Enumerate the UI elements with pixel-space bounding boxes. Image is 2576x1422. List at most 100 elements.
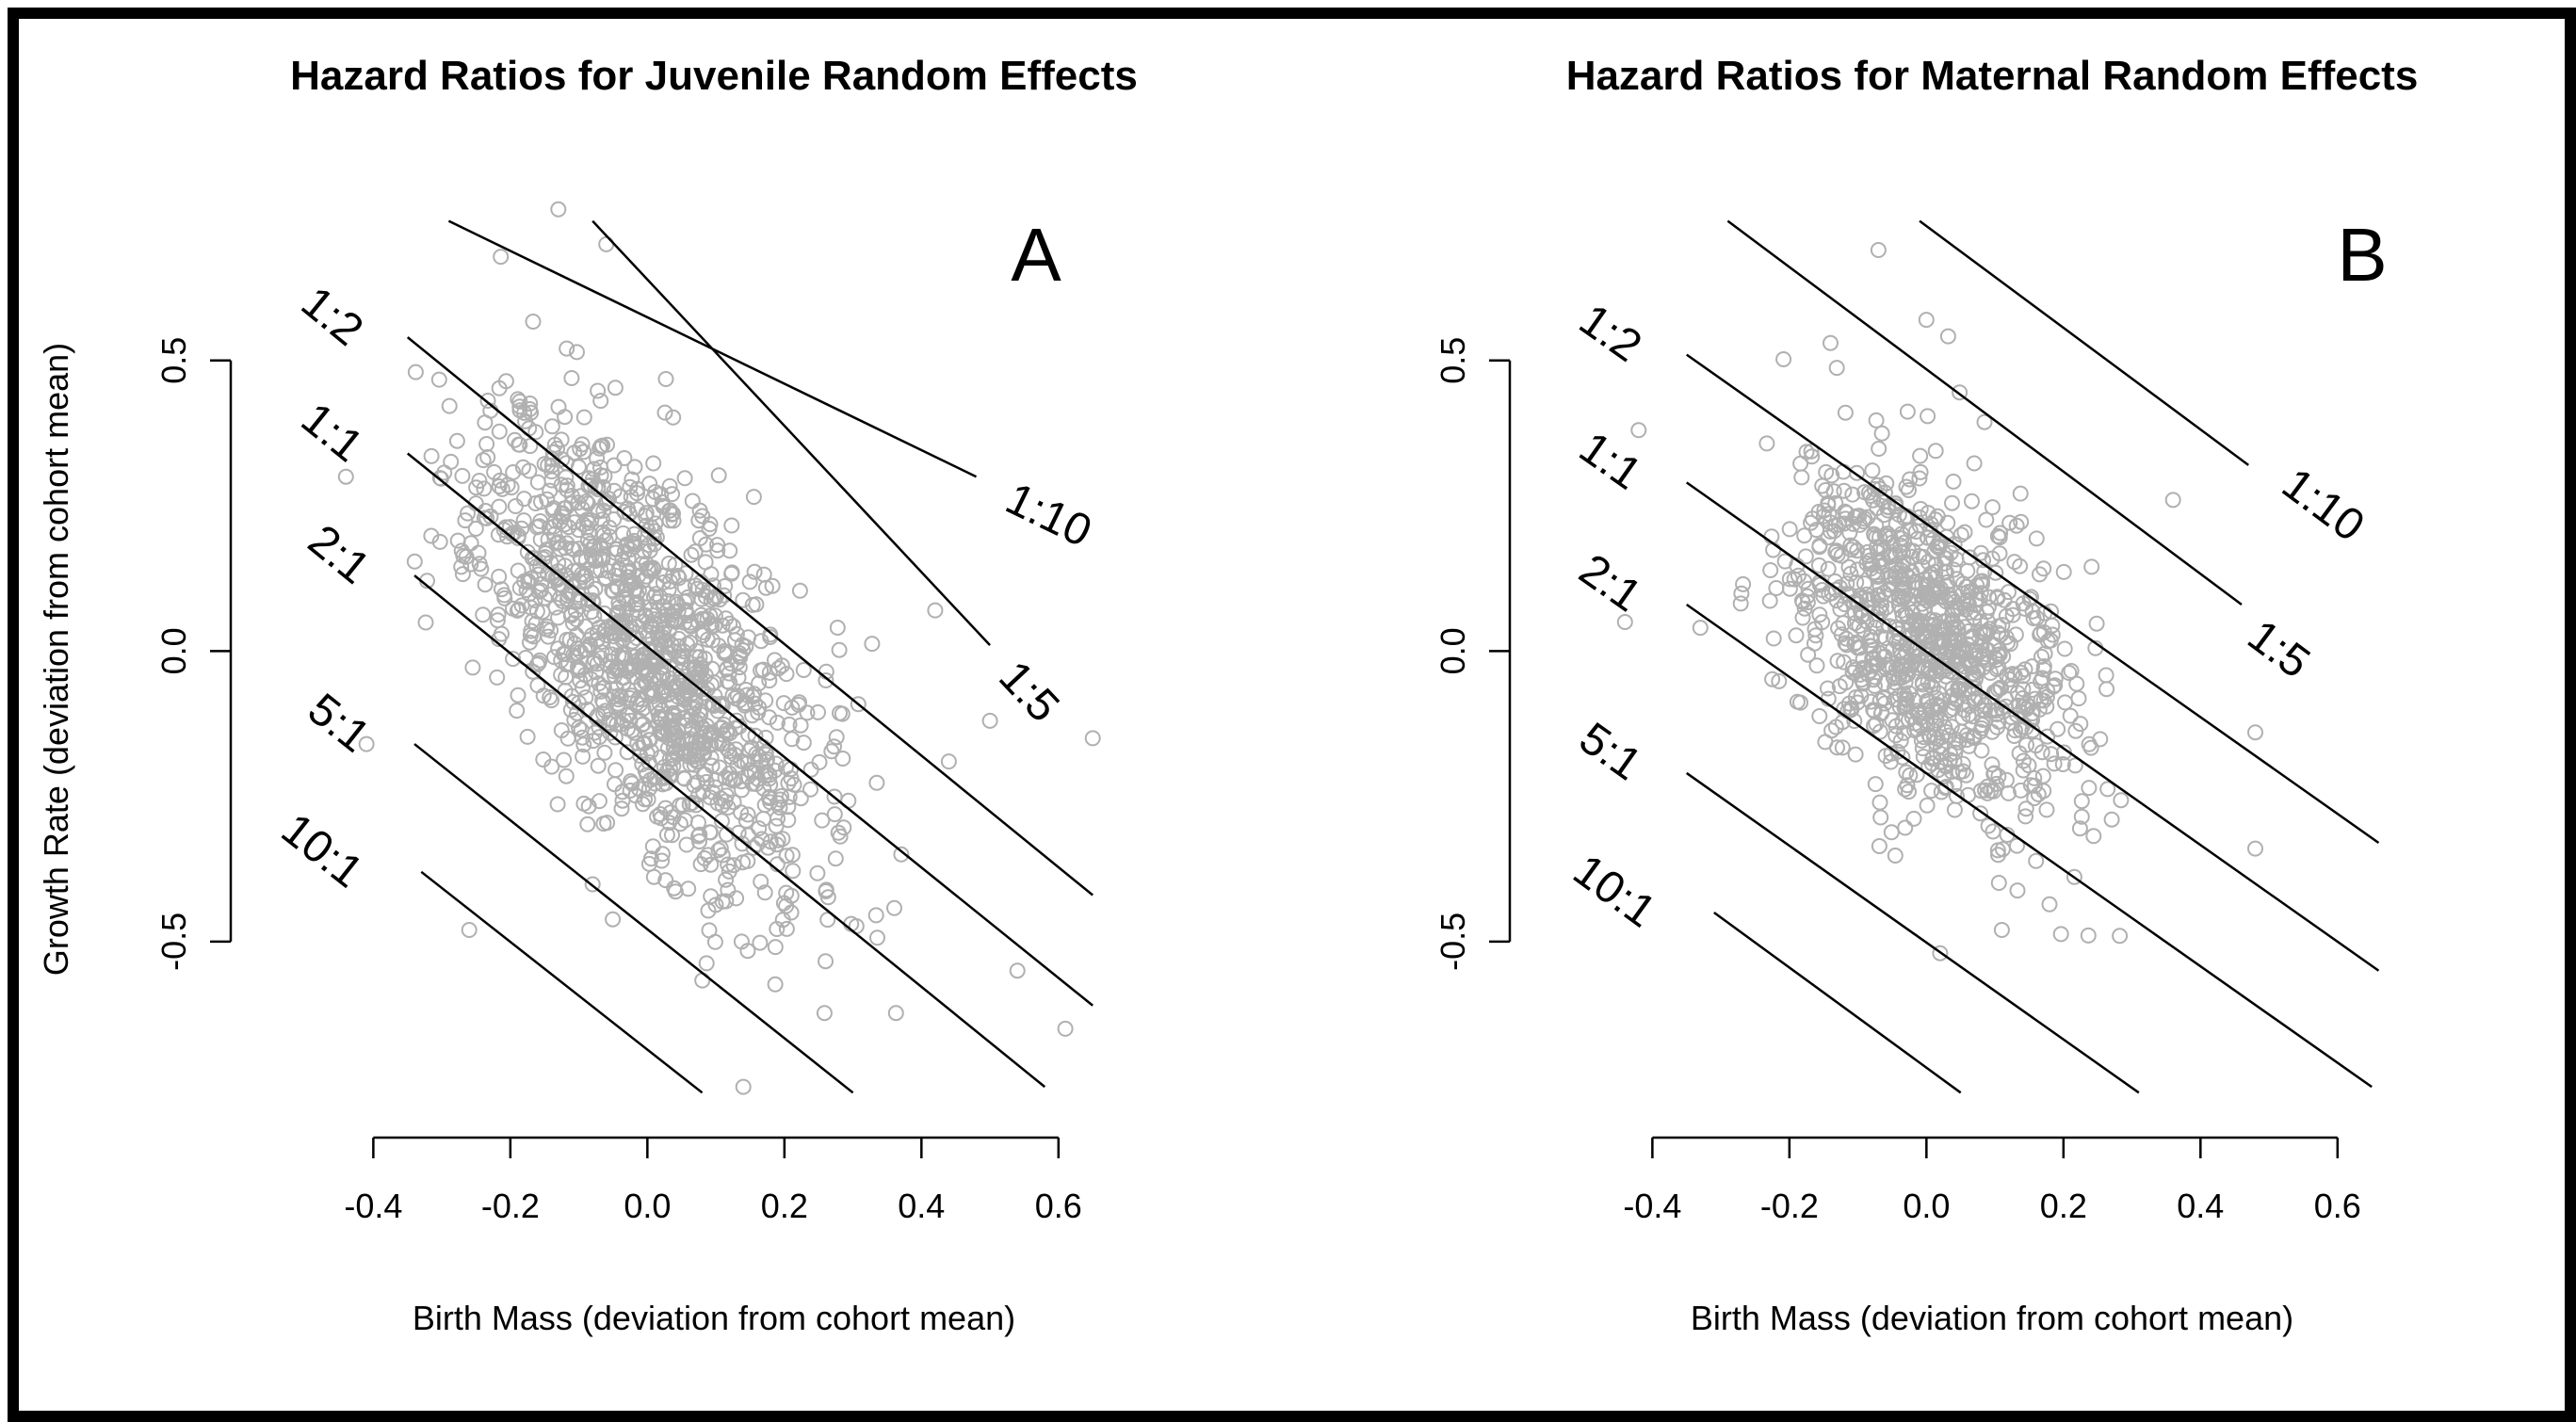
data-point — [1990, 847, 2006, 864]
data-point — [2002, 715, 2019, 732]
data-point — [641, 654, 658, 671]
data-point — [2004, 666, 2021, 683]
data-point — [751, 820, 768, 837]
data-point — [1954, 755, 1971, 772]
y-tick-label: 0.5 — [1434, 337, 1472, 384]
data-point — [553, 722, 570, 738]
data-point — [1946, 801, 1963, 818]
data-point — [611, 700, 628, 716]
data-point — [716, 643, 733, 659]
data-point — [637, 508, 654, 525]
data-point — [850, 696, 867, 713]
data-point — [746, 563, 763, 580]
data-point — [579, 816, 596, 832]
data-point — [490, 606, 507, 623]
data-point — [701, 922, 718, 939]
contour-label-5-1: 5:1 — [1570, 713, 1650, 790]
data-point — [1841, 525, 1858, 541]
data-point — [1912, 501, 1929, 517]
data-point — [1944, 494, 1960, 511]
data-point — [1914, 740, 1931, 757]
data-point — [1848, 634, 1865, 651]
data-point — [737, 695, 754, 712]
data-point — [556, 751, 573, 768]
data-point — [756, 884, 773, 901]
y-tick-label: 0.5 — [154, 337, 193, 384]
data-point — [564, 615, 581, 632]
data-point — [623, 773, 640, 790]
data-point — [1933, 653, 1950, 670]
data-point — [443, 453, 460, 470]
data-point — [1894, 713, 1911, 730]
data-point — [2001, 514, 2018, 531]
data-point — [601, 519, 618, 536]
data-point — [733, 933, 750, 950]
data-point — [626, 459, 643, 476]
data-point — [698, 536, 715, 553]
data-point — [591, 675, 608, 692]
data-point — [491, 423, 508, 440]
data-point — [723, 517, 740, 534]
data-point — [1918, 312, 1935, 329]
data-point — [1892, 733, 1909, 750]
data-point — [1915, 625, 1932, 642]
data-point — [457, 512, 474, 529]
data-point — [1960, 623, 1977, 639]
data-point — [2012, 557, 2029, 574]
data-point — [423, 447, 440, 464]
data-point — [1972, 613, 1989, 630]
data-point — [695, 623, 712, 640]
data-point — [2044, 617, 2061, 634]
data-point — [595, 816, 612, 832]
data-point — [1775, 351, 1792, 367]
data-point — [1987, 564, 2004, 581]
data-point — [682, 687, 699, 703]
data-point — [638, 622, 655, 639]
data-point — [1868, 528, 1885, 545]
data-point — [517, 412, 534, 429]
data-point — [640, 791, 656, 808]
data-point — [1972, 574, 1989, 590]
data-point — [507, 498, 524, 514]
data-point — [1866, 677, 1883, 694]
data-point — [491, 380, 508, 396]
data-point — [552, 590, 569, 606]
data-point — [2054, 756, 2071, 772]
data-point — [1692, 620, 1709, 637]
data-point — [645, 455, 662, 472]
data-point — [1889, 743, 1906, 760]
data-point — [645, 530, 662, 547]
data-point — [1945, 643, 1962, 660]
data-point — [717, 793, 734, 810]
data-point — [499, 528, 515, 545]
data-point — [607, 380, 624, 396]
data-point — [2113, 792, 2130, 809]
data-point — [1871, 441, 1887, 457]
data-point — [567, 603, 584, 620]
data-point — [607, 776, 623, 793]
data-point — [652, 631, 668, 648]
contour-line-10-1 — [1713, 912, 1962, 1094]
data-point — [2008, 517, 2025, 534]
data-point — [672, 816, 689, 832]
data-point — [1932, 753, 1949, 770]
data-point — [1966, 692, 1983, 709]
data-point — [1830, 516, 1847, 533]
data-point — [2004, 606, 2021, 623]
data-point — [717, 577, 734, 594]
data-point — [676, 470, 693, 487]
data-point — [811, 753, 828, 770]
data-point — [1833, 547, 1850, 564]
data-point — [486, 463, 503, 480]
data-point — [2021, 590, 2038, 607]
data-point — [453, 558, 470, 575]
data-point — [600, 562, 616, 579]
data-point — [1942, 616, 1959, 632]
data-point — [795, 735, 812, 751]
data-point — [678, 836, 695, 853]
data-point — [1944, 680, 1961, 697]
data-point — [629, 485, 645, 502]
data-point — [1939, 514, 1956, 531]
panel-b-x-axis-label: Birth Mass (deviation from cohort mean) — [1691, 1299, 2293, 1337]
data-point — [644, 838, 661, 855]
